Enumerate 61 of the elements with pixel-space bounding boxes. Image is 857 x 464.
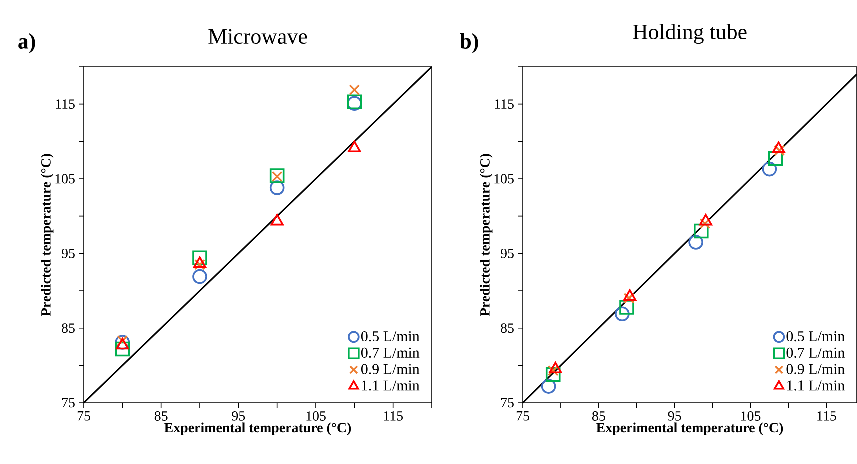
text: b) — [460, 34, 478, 54]
y-tick-label: 85 — [62, 324, 75, 334]
y-tick-label: 95 — [62, 248, 75, 258]
chart-title: Holding tube — [633, 24, 747, 44]
point — [549, 362, 562, 374]
y-tick-label: 75 — [62, 398, 75, 408]
point — [115, 335, 130, 350]
x-tick-label: 105 — [306, 412, 326, 421]
x-tick-label: 95 — [232, 412, 246, 421]
point — [548, 365, 559, 376]
point — [348, 140, 362, 153]
point — [116, 338, 130, 350]
x-tick-label: 115 — [384, 412, 404, 421]
legend-label: 0.5 L/min — [786, 331, 845, 342]
point — [620, 300, 634, 315]
point — [772, 142, 786, 154]
point — [762, 162, 778, 177]
legend-label: 1.1 L/min — [788, 380, 845, 391]
point — [541, 379, 556, 394]
chart-title: Microwave — [208, 29, 308, 44]
y-tick-label: 75 — [501, 398, 514, 408]
x-tick-label: 85 — [592, 412, 606, 421]
y-axis-title: Predicted temperature (°C) — [41, 154, 54, 316]
y-tick-label: 95 — [500, 248, 514, 258]
point — [774, 145, 786, 156]
legend-label: 0.9 L/min — [361, 364, 420, 374]
point — [624, 292, 635, 304]
legend-label: 0.5 L/min — [361, 331, 420, 342]
point — [194, 259, 206, 270]
y-tick-label: 115 — [56, 100, 75, 110]
point — [546, 367, 561, 382]
y-tick-label: 105 — [56, 174, 75, 184]
point — [270, 180, 285, 196]
text: a) — [18, 34, 36, 54]
x-tick-label: 75 — [516, 412, 530, 421]
point — [115, 342, 130, 357]
x-tick-label: 105 — [741, 412, 761, 421]
point — [193, 256, 207, 268]
x-tick-label: 95 — [668, 412, 682, 421]
y-tick-label: 105 — [494, 174, 514, 184]
point — [624, 290, 637, 302]
x-tick-label: 115 — [818, 412, 836, 421]
legend-label: 1.1 L/min — [362, 380, 420, 391]
x-tick-label: 75 — [78, 412, 90, 421]
y-axis-title: Predicted temperature (°C) — [480, 154, 493, 316]
point — [615, 306, 630, 322]
point — [699, 214, 712, 226]
point — [192, 250, 208, 266]
y-tick-label: 115 — [495, 100, 514, 110]
point — [270, 214, 284, 226]
point — [192, 269, 208, 284]
legend-label: 0.9 L/min — [786, 364, 845, 374]
point — [700, 218, 711, 230]
x-axis-title: Experimental temperature (°C) — [164, 422, 352, 436]
point — [688, 235, 704, 250]
x-axis-title: Experimental temperature (°C) — [596, 422, 784, 436]
x-tick-label: 85 — [154, 412, 168, 421]
point — [349, 84, 360, 96]
legend-label: 0.7 L/min — [786, 348, 845, 358]
y-tick-label: 85 — [501, 324, 514, 334]
legend-label: 0.7 L/min — [361, 348, 420, 358]
